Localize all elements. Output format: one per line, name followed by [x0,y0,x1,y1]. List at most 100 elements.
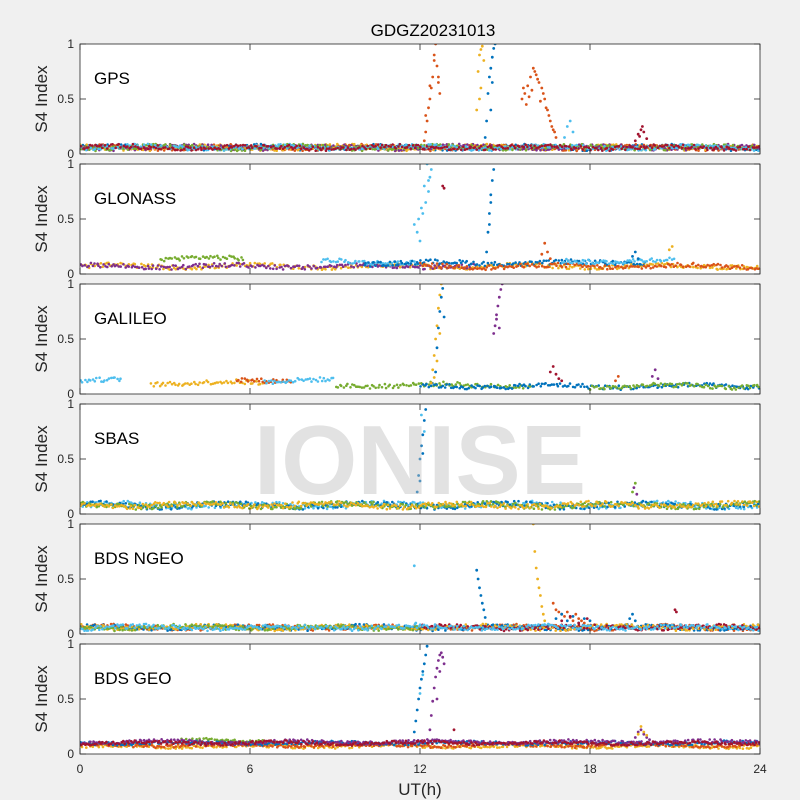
data-point [544,144,548,147]
data-point [471,148,475,152]
data-point [324,258,327,261]
data-point [536,505,540,509]
data-point [453,505,457,509]
data-point [583,259,586,263]
data-point [465,147,469,151]
data-point [168,147,171,150]
data-point [305,147,309,151]
data-point [184,267,188,271]
data-point [668,256,671,260]
data-point [674,264,677,268]
data-point [344,146,348,149]
data-point [320,260,323,264]
data-point [435,359,439,363]
data-point [207,506,210,509]
data-point [80,381,84,384]
data-point [724,383,728,386]
data-point [438,310,442,313]
data-point [281,502,285,505]
data-point [122,499,125,503]
data-point [635,262,639,266]
data-point [619,506,622,510]
data-point [625,264,629,268]
data-point [226,500,230,504]
data-point [99,262,103,265]
data-point [80,145,83,148]
data-point [417,146,420,150]
data-point [325,507,329,511]
data-point [456,506,459,510]
data-point [640,258,643,262]
data-point [169,508,173,511]
data-point [665,258,669,262]
data-point [93,262,96,265]
data-point [431,368,435,372]
data-point [510,387,514,390]
data-point [435,383,438,386]
data-point [633,139,637,143]
data-point [194,255,198,259]
data-point [271,382,275,386]
data-point [475,108,479,112]
data-point [279,263,282,267]
data-point [427,179,430,182]
data-point [273,149,276,152]
data-point [211,264,214,268]
data-point [425,264,428,267]
data-point [319,148,323,152]
data-point [146,147,150,151]
data-point [501,149,505,152]
data-point [662,145,666,148]
data-point [492,332,496,335]
data-point [684,149,688,152]
data-point [680,384,684,387]
data-point [495,317,498,321]
data-point [378,383,381,387]
data-point [524,149,528,152]
data-point [138,501,142,505]
data-point [704,265,708,269]
data-point [429,143,432,146]
data-point [476,384,479,387]
data-point [447,146,451,149]
data-point [655,265,659,268]
data-point [731,384,734,388]
data-point [573,386,577,389]
data-point [216,254,219,258]
data-point [620,265,623,269]
data-point [434,337,437,341]
data-point [638,502,641,505]
data-point [609,267,612,270]
data-point [178,144,182,147]
data-point [638,135,641,138]
data-point [183,147,186,150]
data-point [321,146,325,150]
data-point [372,385,375,388]
data-point [273,379,276,383]
data-point [609,500,613,504]
data-point [472,262,476,266]
data-point [170,268,173,271]
data-point [127,265,130,268]
data-point [406,265,410,269]
data-point [283,146,287,149]
data-point [599,265,602,269]
data-point [282,380,285,384]
data-point [170,257,174,260]
data-point [672,385,675,389]
data-point [308,265,311,268]
data-point [715,508,718,511]
data-point [720,384,724,388]
data-point [340,263,344,267]
data-point [619,143,623,146]
data-point [595,268,599,271]
data-point [633,260,636,263]
data-point [488,223,491,226]
data-point [208,265,212,269]
data-point [311,145,315,149]
data-point [656,377,660,380]
data-point [213,506,217,510]
data-point [554,136,558,139]
data-point [339,384,343,388]
